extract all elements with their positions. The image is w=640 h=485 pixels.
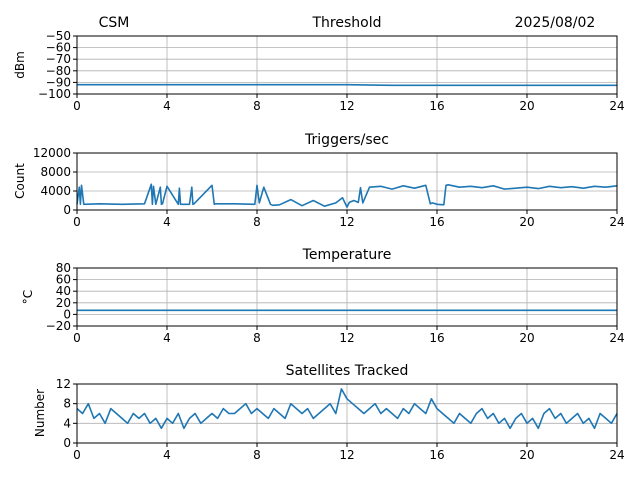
panel-3-y-axis-label: °C <box>21 290 35 304</box>
panel-4-y-tick-label: 8 <box>63 397 71 411</box>
panel-1-y-tick-label: −70 <box>46 52 71 66</box>
station-label: CSM <box>99 15 130 31</box>
panel-3-y-tick-label: 80 <box>56 261 71 275</box>
panel-4-x-tick-label: 0 <box>73 448 81 462</box>
date-label: 2025/08/02 <box>515 15 596 31</box>
panel-1-x-tick-label: 0 <box>73 99 81 113</box>
panel-2-x-tick-label: 12 <box>339 215 354 229</box>
panel-1-y-axis-label: dBm <box>13 51 27 79</box>
panel-4-series-line <box>76 388 618 430</box>
panel-2-series-line <box>76 183 618 208</box>
panel-2-y-tick-label: 0 <box>63 203 71 217</box>
panel-1-series-line <box>77 83 617 87</box>
panel-3-title: Temperature <box>302 247 392 263</box>
panel-3-y-tick-label: 40 <box>56 284 71 298</box>
panel-4-x-tick-label: 24 <box>609 448 624 462</box>
panel-1-y-tick-label: −80 <box>46 64 71 78</box>
panel-4-y-tick-label: 0 <box>63 436 71 450</box>
panel-3-y-tick-label: 20 <box>56 296 71 310</box>
panel-2-x-tick-label: 8 <box>253 215 261 229</box>
panel-3-x-tick-label: 8 <box>253 331 261 345</box>
panel-4-title: Satellites Tracked <box>286 363 409 379</box>
panel-3-x-tick-label: 24 <box>609 331 624 345</box>
panel-2-x-tick-label: 4 <box>163 215 171 229</box>
panel-4-y-tick-label: 4 <box>63 416 71 430</box>
panel-4-x-tick-label: 12 <box>339 448 354 462</box>
panel-2-x-tick-label: 20 <box>519 215 534 229</box>
panel-1-x-tick-label: 16 <box>429 99 444 113</box>
panel-3-x-tick-label: 12 <box>339 331 354 345</box>
panel-4-x-tick-label: 8 <box>253 448 261 462</box>
panel-2-y-axis-label: Count <box>13 163 27 199</box>
panel-1-x-tick-label: 12 <box>339 99 354 113</box>
panel-4-y-tick-label: 12 <box>56 377 71 391</box>
panel-4-x-tick-label: 4 <box>163 448 171 462</box>
panel-2-y-tick-label: 12000 <box>33 146 71 160</box>
panel-1-y-tick-label: −90 <box>46 75 71 89</box>
panel-1-x-tick-label: 20 <box>519 99 534 113</box>
panel-3-x-tick-label: 0 <box>73 331 81 345</box>
panel-2-y-tick-label: 8000 <box>40 165 71 179</box>
panel-1-title: Threshold <box>312 15 382 31</box>
panel-2-x-tick-label: 24 <box>609 215 624 229</box>
panel-1-x-tick-label: 24 <box>609 99 624 113</box>
panel-4-x-tick-label: 20 <box>519 448 534 462</box>
panel-2-x-tick-label: 0 <box>73 215 81 229</box>
panel-1-y-tick-label: −50 <box>46 29 71 43</box>
panel-4-x-tick-label: 16 <box>429 448 444 462</box>
panel-3-x-tick-label: 4 <box>163 331 171 345</box>
panel-3-y-tick-label: −20 <box>46 319 71 333</box>
panel-2-x-tick-label: 16 <box>429 215 444 229</box>
panel-1-y-tick-label: −60 <box>46 41 71 55</box>
panel-3-y-tick-label: 60 <box>56 273 71 287</box>
panel-1-x-tick-label: 4 <box>163 99 171 113</box>
panel-3-x-tick-label: 20 <box>519 331 534 345</box>
panel-2-y-tick-label: 4000 <box>40 184 71 198</box>
panel-3-x-tick-label: 16 <box>429 331 444 345</box>
panel-3-y-tick-label: 0 <box>63 307 71 321</box>
panel-2-title: Triggers/sec <box>304 132 389 148</box>
panel-1-y-tick-label: −100 <box>38 87 71 101</box>
panel-4-y-axis-label: Number <box>33 389 47 437</box>
panel-1-x-tick-label: 8 <box>253 99 261 113</box>
